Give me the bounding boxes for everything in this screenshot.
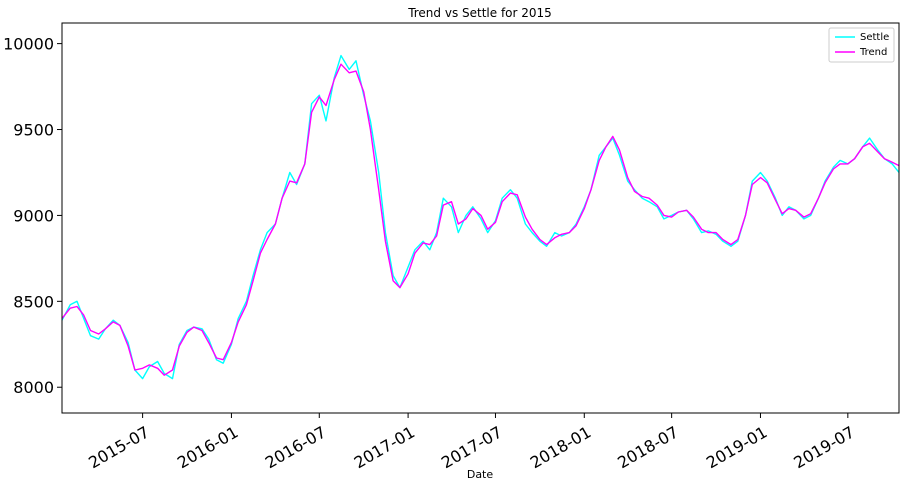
x-tick-label: 2018-01 bbox=[527, 422, 594, 472]
y-tick-label: 9500 bbox=[13, 121, 54, 140]
legend-label-trend: Trend bbox=[859, 47, 887, 58]
x-tick-label: 2019-07 bbox=[790, 422, 857, 472]
y-tick-label: 9000 bbox=[13, 206, 54, 225]
legend-label-settle: Settle bbox=[860, 32, 889, 43]
x-tick-label: 2016-07 bbox=[262, 422, 329, 472]
x-axis: 2015-07 2016-01 2016-07 2017-01 2017-07 2018-… bbox=[85, 413, 858, 472]
y-tick-label: 10000 bbox=[3, 35, 54, 54]
x-tick-label: 2019-01 bbox=[703, 422, 770, 472]
x-tick-label: 2015-07 bbox=[85, 422, 152, 472]
x-tick-label: 2018-07 bbox=[614, 422, 681, 472]
x-tick-label: 2017-01 bbox=[351, 422, 418, 472]
plot-area bbox=[61, 22, 900, 414]
x-tick-label: 2016-01 bbox=[174, 422, 241, 472]
series-layer bbox=[62, 54, 899, 380]
y-tick-label: 8000 bbox=[13, 378, 54, 397]
legend: Settle Trend bbox=[828, 27, 895, 63]
y-tick-label: 8500 bbox=[13, 292, 54, 311]
series-line-settle bbox=[62, 54, 899, 380]
series-line-trend bbox=[62, 63, 899, 376]
x-tick-label: 2017-07 bbox=[438, 422, 505, 472]
x-axis-label: Date bbox=[467, 468, 494, 481]
plot-frame bbox=[61, 22, 900, 414]
y-axis: 8000 8500 9000 9500 10000 bbox=[3, 35, 62, 397]
chart-title: Trend vs Settle for 2015 bbox=[407, 6, 552, 20]
